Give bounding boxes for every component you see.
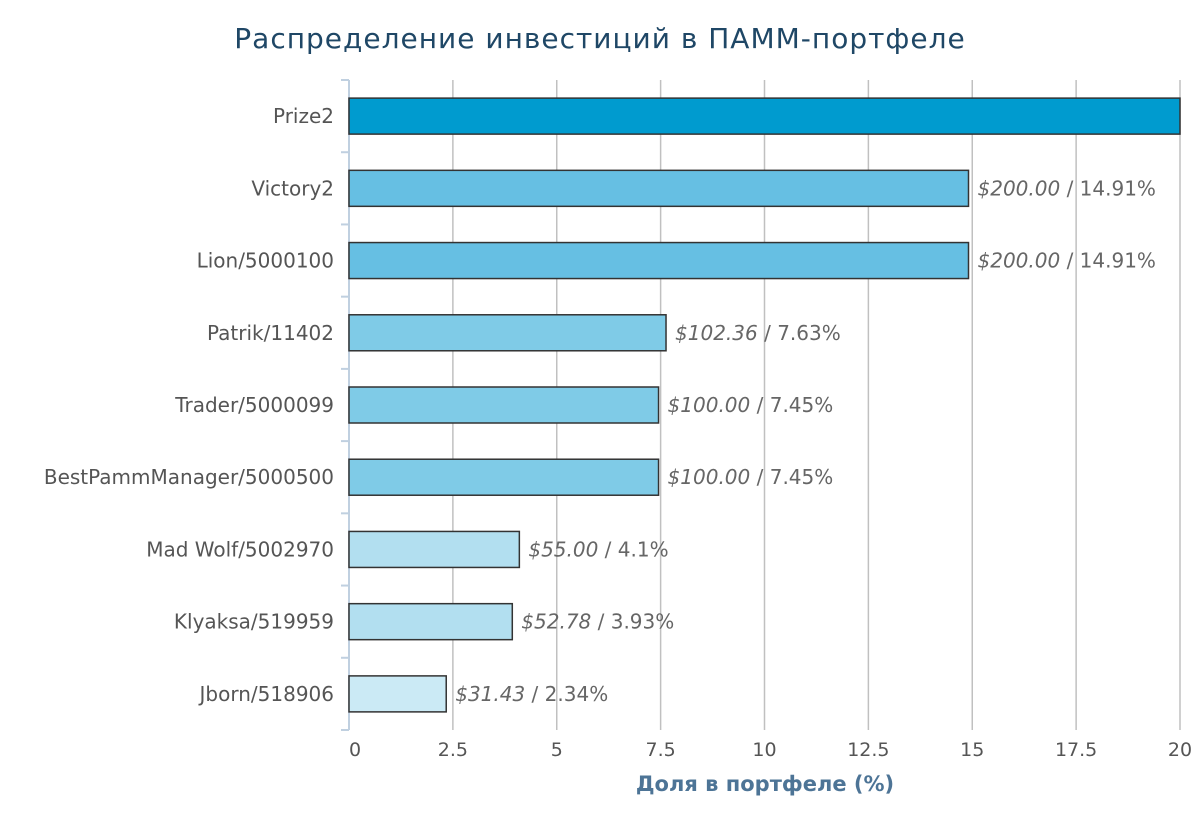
- data-label-amount: $100.00: [668, 465, 751, 489]
- category-label: Patrik/11402: [207, 321, 334, 345]
- data-label-percent: / 2.34%: [525, 682, 608, 706]
- data-label-percent: / 7.63%: [758, 321, 841, 345]
- category-label: Trader/5000099: [174, 393, 334, 417]
- data-labels: $200.00 / 14.91%$200.00 / 14.91%$102.36 …: [455, 176, 1156, 706]
- data-label-amount: $200.00: [978, 249, 1061, 273]
- data-label: $200.00 / 14.91%: [978, 249, 1156, 273]
- data-label-percent: / 14.91%: [1060, 249, 1156, 273]
- category-label: BestPammManager/5000500: [44, 465, 334, 489]
- data-label: $102.36 / 7.63%: [675, 321, 841, 345]
- data-label-percent: / 3.93%: [591, 610, 674, 634]
- category-labels: Prize2 Victory2 Lion/5000100 Patrik/11402 Tr…: [44, 104, 334, 706]
- data-label: $52.78 / 3.93%: [521, 610, 674, 634]
- y-axis: [341, 79, 350, 731]
- x-tick-label: 0: [349, 739, 361, 761]
- bar: [348, 169, 970, 208]
- data-label-amount: $102.36: [675, 321, 758, 345]
- bar: [348, 97, 1181, 135]
- bar: [348, 675, 447, 713]
- x-axis-label: Доля в портфеле (%): [636, 772, 894, 796]
- bar: [348, 602, 514, 641]
- category-label: Klyaksa/519959: [174, 610, 334, 634]
- data-label-amount: $55.00: [528, 537, 598, 561]
- data-label-amount: $200.00: [978, 176, 1061, 200]
- category-label: Mad Wolf/5002970: [146, 537, 334, 561]
- data-label-amount: $100.00: [668, 393, 751, 417]
- data-label: $200.00 / 14.91%: [978, 176, 1156, 200]
- bar: [348, 314, 667, 352]
- bars: [348, 97, 1181, 713]
- x-tick-label: 12.5: [847, 739, 889, 761]
- data-label-percent: / 4.1%: [598, 537, 668, 561]
- x-tick-label: 20: [1168, 739, 1192, 761]
- x-tick-label: 2.5: [438, 739, 468, 761]
- data-label: $100.00 / 7.45%: [668, 465, 834, 489]
- x-tick-label: 5: [551, 739, 563, 761]
- x-tick-label: 10: [752, 739, 776, 761]
- x-tick-label: 17.5: [1055, 739, 1097, 761]
- bar: [348, 530, 521, 569]
- x-tick-label: 7.5: [646, 739, 676, 761]
- x-axis-ticks: 0 2.5 5 7.5 10 12.5 15 17.5 20: [349, 739, 1192, 761]
- data-label-amount: $31.43: [455, 682, 525, 706]
- data-label-amount: $52.78: [521, 610, 591, 634]
- data-label: $55.00 / 4.1%: [528, 537, 668, 561]
- bar: [348, 386, 660, 424]
- data-label-percent: / 14.91%: [1060, 176, 1156, 200]
- data-label: $31.43 / 2.34%: [455, 682, 608, 706]
- category-label: Lion/5000100: [197, 249, 334, 273]
- category-label: Victory2: [251, 176, 334, 200]
- data-label-percent: / 7.45%: [750, 393, 833, 417]
- data-label-percent: / 7.45%: [750, 465, 833, 489]
- category-label: Jborn/518906: [198, 682, 334, 706]
- data-label: $100.00 / 7.45%: [668, 393, 834, 417]
- bar: [348, 241, 970, 280]
- bar: [348, 458, 660, 496]
- x-tick-label: 15: [960, 739, 984, 761]
- category-label: Prize2: [273, 104, 334, 128]
- chart-title: Распределение инвестиций в ПАММ-портфеле: [234, 22, 965, 55]
